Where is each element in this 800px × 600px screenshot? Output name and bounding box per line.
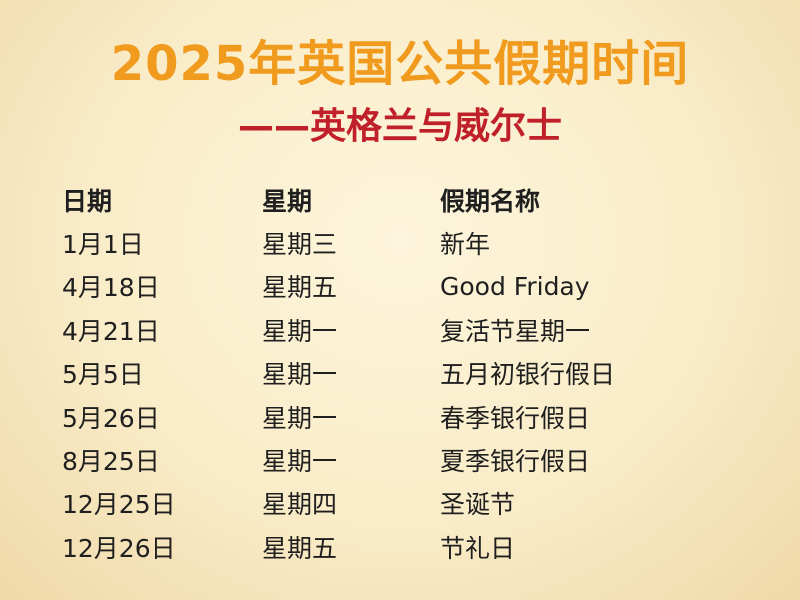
weekday-cell: 星期四 [262,490,338,520]
header-holiday-name: 假期名称 [440,186,541,216]
holiday-name-cell: 春季银行假日 [440,403,591,433]
page-title: 2025年英国公共假期时间 [110,36,690,92]
date-cell: 4月21日 [62,316,160,346]
holiday-name-cell: 五月初银行假日 [440,360,616,390]
holiday-name-cell: 新年 [440,230,491,260]
date-cell: 5月26日 [62,403,160,433]
date-cell: 8月25日 [62,447,160,477]
holiday-name-cell: Good Friday [440,271,590,301]
weekday-cell: 星期五 [262,533,338,563]
table-row: 5月5日 星期一 五月初银行假日 [62,352,740,395]
holiday-name-cell: 夏季银行假日 [440,447,591,477]
table-row: 12月26日 星期五 节礼日 [62,525,740,568]
page-subtitle: ——英格兰与威尔士 [237,106,562,147]
header-weekday: 星期 [262,186,313,216]
table-row: 4月21日 星期一 复活节星期一 [62,308,740,351]
weekday-cell: 星期一 [262,360,338,390]
weekday-cell: 星期一 [262,447,338,477]
date-cell: 5月5日 [62,360,144,390]
date-cell: 12月25日 [62,490,176,520]
table-row: 12月25日 星期四 圣诞节 [62,482,740,525]
date-cell: 4月18日 [62,273,160,303]
holiday-name-cell: 圣诞节 [440,490,516,520]
weekday-cell: 星期一 [262,403,338,433]
table-row: 4月18日 星期五 Good Friday [62,265,740,308]
holiday-table: 日期 星期 假期名称 1月1日 星期三 新年 4月18日 星期五 Good Friday 4… [62,178,740,569]
weekday-cell: 星期五 [262,273,338,303]
table-row: 8月25日 星期一 夏季银行假日 [62,438,740,481]
table-row: 5月26日 星期一 春季银行假日 [62,395,740,438]
table-row: 1月1日 星期三 新年 [62,221,740,264]
header-date: 日期 [62,186,113,216]
date-cell: 1月1日 [62,230,144,260]
date-cell: 12月26日 [62,533,176,563]
weekday-cell: 星期一 [262,316,338,346]
weekday-cell: 星期三 [262,230,338,260]
table-header: 日期 星期 假期名称 [62,178,740,221]
holiday-name-cell: 复活节星期一 [440,316,591,346]
holiday-name-cell: 节礼日 [440,533,516,563]
